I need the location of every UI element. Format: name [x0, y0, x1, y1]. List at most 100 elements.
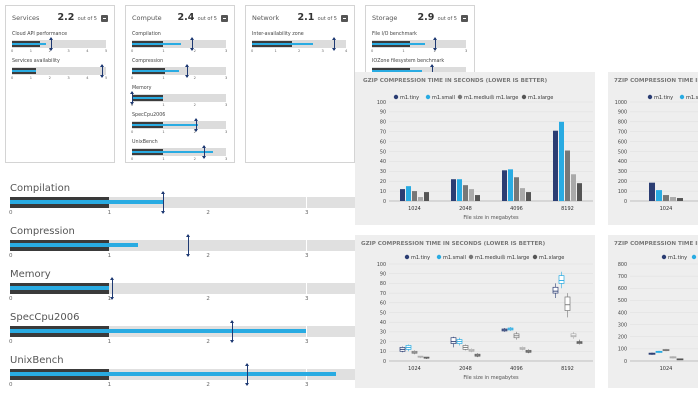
bar-m1.xlarge-1024[interactable] — [424, 192, 429, 201]
bar-m1.small-8192[interactable] — [559, 121, 564, 201]
range-marker-icon[interactable] — [184, 64, 189, 78]
large-value-bar — [10, 372, 336, 376]
legend-label[interactable]: m1.small — [443, 255, 466, 261]
y-tick-label: 30 — [380, 169, 386, 175]
bar-m1.tiny-1024[interactable] — [400, 189, 405, 201]
bar-m1.medium-2048[interactable] — [463, 185, 468, 201]
large-metric-axis: 0 1 2 3 — [9, 253, 365, 261]
range-marker-icon[interactable] — [160, 191, 165, 214]
collapse-icon[interactable] — [101, 15, 108, 22]
range-marker-icon[interactable] — [332, 37, 337, 51]
bar-m1.tiny-8192[interactable] — [553, 130, 558, 201]
large-metric-track — [10, 277, 365, 300]
box-m1.small-8192[interactable] — [558, 275, 565, 284]
x-tick-label: 1024 — [660, 366, 673, 372]
box-m1.tiny-2048[interactable] — [450, 337, 457, 344]
track-divider — [306, 197, 307, 208]
bar-m1.small-2048[interactable] — [457, 179, 462, 201]
legend-label[interactable]: m1.xlarge — [528, 95, 553, 101]
bar-m1.xlarge-4096[interactable] — [526, 192, 531, 201]
legend-label[interactable]: m1.tiny — [411, 255, 430, 261]
bar-m1.xlarge-8192[interactable] — [577, 183, 582, 201]
y-tick-label: 700 — [618, 130, 627, 136]
legend-label[interactable]: m1.tiny — [400, 95, 419, 101]
bar-m1.large-4096[interactable] — [520, 188, 525, 201]
collapse-icon[interactable] — [221, 15, 228, 22]
legend-label[interactable]: m1.xlarge — [539, 255, 564, 261]
bar-m1.large-8192[interactable] — [571, 174, 576, 201]
7zip-boxplot-chart: 7ZIP COMPRESSION TIME IN SECONDS (LOWER … — [614, 241, 698, 372]
legend-label[interactable]: m1.medium — [475, 255, 505, 261]
range-marker-icon[interactable] — [432, 37, 437, 51]
bar-m1.tiny-4096[interactable] — [502, 170, 507, 201]
bar-m1.small-1024[interactable] — [406, 186, 411, 201]
range-marker-icon[interactable] — [185, 234, 190, 257]
collapse-icon[interactable] — [461, 15, 468, 22]
legend-label[interactable]: m1.large — [496, 95, 518, 101]
bar-m1.large-2048[interactable] — [469, 189, 474, 201]
bar-m1.xlarge-1024[interactable] — [677, 198, 683, 201]
metric-row: Cloud API performance 0 1 2 3 4 5 — [11, 32, 107, 56]
chart-title: GZIP COMPRESSION TIME IN SECONDS (LOWER … — [361, 241, 546, 247]
metric-label: IOZone filesystem benchmark — [372, 59, 445, 64]
x-tick-label: 2048 — [459, 366, 472, 372]
bar-m1.medium-4096[interactable] — [514, 177, 519, 201]
legend-label[interactable]: m1.small — [432, 95, 455, 101]
metric-axis: 0 1 2 3 — [131, 130, 227, 136]
large-metric-track — [10, 320, 365, 343]
legend-label[interactable]: m1.large — [507, 255, 529, 261]
y-tick-label: 30 — [380, 330, 386, 336]
legend-label[interactable]: m1.tiny — [654, 95, 673, 101]
bar-m1.small-4096[interactable] — [508, 169, 513, 201]
bar-m1.large-1024[interactable] — [418, 197, 423, 201]
metric-value-bar — [12, 70, 37, 72]
7zip-bar-chart: 7ZIP COMPRESSION TIME IN SECONDS (LOWER … — [614, 78, 698, 212]
bar-m1.medium-1024[interactable] — [412, 191, 417, 201]
range-marker-icon[interactable] — [100, 64, 105, 78]
legend-dot-icon — [436, 254, 442, 260]
metric-value-bar — [132, 151, 214, 153]
large-metric-track — [10, 363, 365, 386]
bar-m1.tiny-1024[interactable] — [649, 182, 655, 201]
metric-track — [12, 64, 106, 78]
legend-dot-icon — [691, 254, 697, 260]
x-tick-label: 2048 — [459, 206, 472, 212]
legend-label[interactable]: m1.tiny — [668, 255, 687, 261]
axis-tick-label: 0 — [11, 49, 14, 53]
axis-tick-label: 2 — [206, 253, 210, 259]
y-tick-label: 10 — [380, 189, 386, 195]
bar-m1.medium-1024[interactable] — [663, 195, 669, 201]
box-m1.tiny-8192[interactable] — [552, 286, 559, 294]
metric-axis: 0 1 2 3 — [131, 49, 227, 55]
range-marker-icon[interactable] — [189, 37, 194, 51]
box-m1.medium-8192[interactable] — [564, 296, 571, 311]
bar-m1.medium-8192[interactable] — [565, 150, 570, 201]
y-tick-label: 500 — [618, 298, 627, 304]
axis-tick-label: 2 — [193, 49, 196, 53]
bar-m1.xlarge-2048[interactable] — [475, 195, 480, 201]
metric-track — [252, 37, 346, 51]
bar-m1.small-1024[interactable] — [656, 190, 662, 201]
metric-axis: 0 1 2 3 — [131, 103, 227, 109]
range-marker-icon[interactable] — [130, 91, 134, 105]
axis-tick-label: 0 — [131, 130, 134, 134]
axis-tick-label: 1 — [107, 339, 112, 345]
range-marker-icon[interactable] — [194, 118, 199, 132]
range-marker-icon[interactable] — [230, 320, 234, 343]
range-marker-icon[interactable] — [109, 277, 114, 300]
range-marker-icon[interactable] — [202, 145, 207, 159]
large-metric-label: SpecCpu2006 — [10, 312, 80, 323]
7zip-bar-panel: 7ZIP COMPRESSION TIME IN SECONDS (LOWER … — [608, 72, 698, 225]
bar-m1.tiny-2048[interactable] — [451, 179, 456, 201]
legend-label[interactable]: m1.medium — [464, 95, 494, 101]
range-marker-icon[interactable] — [49, 37, 54, 51]
range-marker-icon[interactable] — [244, 363, 249, 386]
bar-m1.large-1024[interactable] — [670, 197, 676, 201]
box-m1.large-8192[interactable] — [570, 333, 577, 338]
large-metric-unixbench: UnixBench 0 1 2 3 — [9, 355, 370, 393]
x-axis-title: File size in megabytes — [463, 375, 519, 381]
card-score: 2.9 out of 5 — [417, 12, 457, 23]
collapse-icon[interactable] — [341, 15, 348, 22]
legend-label[interactable]: m1.small — [686, 95, 698, 101]
metric-label: Services availability — [12, 59, 60, 64]
